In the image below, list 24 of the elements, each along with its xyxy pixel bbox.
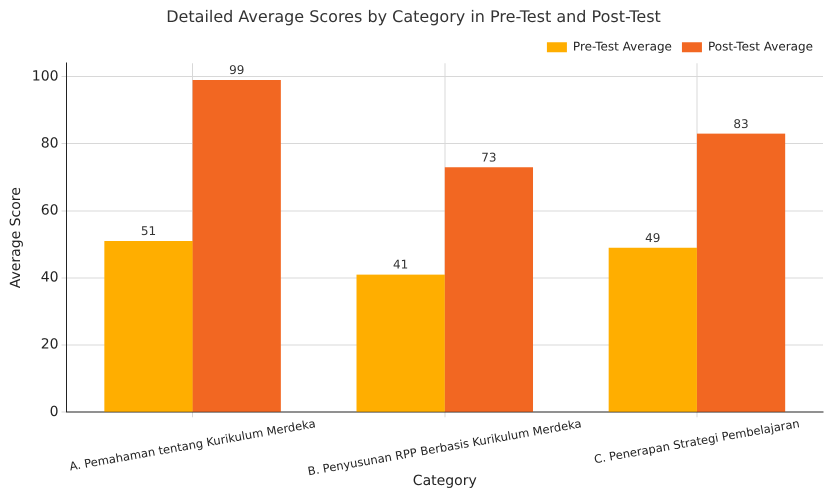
bar [104, 241, 193, 412]
data-label: 51 [140, 224, 156, 238]
legend-label: Pre-Test Average [572, 39, 672, 54]
y-tick-label: 40 [40, 270, 59, 286]
bar [608, 248, 697, 412]
bar [356, 274, 445, 412]
y-tick-label: 100 [32, 68, 59, 84]
y-tick-label: 60 [40, 202, 59, 218]
x-axis-title: Category [412, 473, 477, 490]
data-label: 73 [481, 150, 497, 164]
bar [696, 134, 786, 412]
bar [192, 80, 281, 412]
data-label: 83 [733, 116, 749, 131]
y-tick-label: 0 [50, 404, 59, 420]
data-label: 99 [229, 63, 244, 78]
legend-label: Post-Test Average [708, 39, 814, 54]
x-tick-label: C. Penerapan Strategi Pembelajaran [592, 416, 801, 466]
bar [444, 167, 534, 412]
y-tick-label: 20 [40, 336, 59, 353]
y-axis-title: Average Score [8, 187, 24, 288]
y-tick-label: 80 [40, 135, 59, 152]
data-label: 41 [392, 258, 408, 272]
chart-title: Detailed Average Scores by Category in Pre-Test and Post-Test [166, 6, 661, 26]
data-label: 49 [645, 230, 660, 245]
